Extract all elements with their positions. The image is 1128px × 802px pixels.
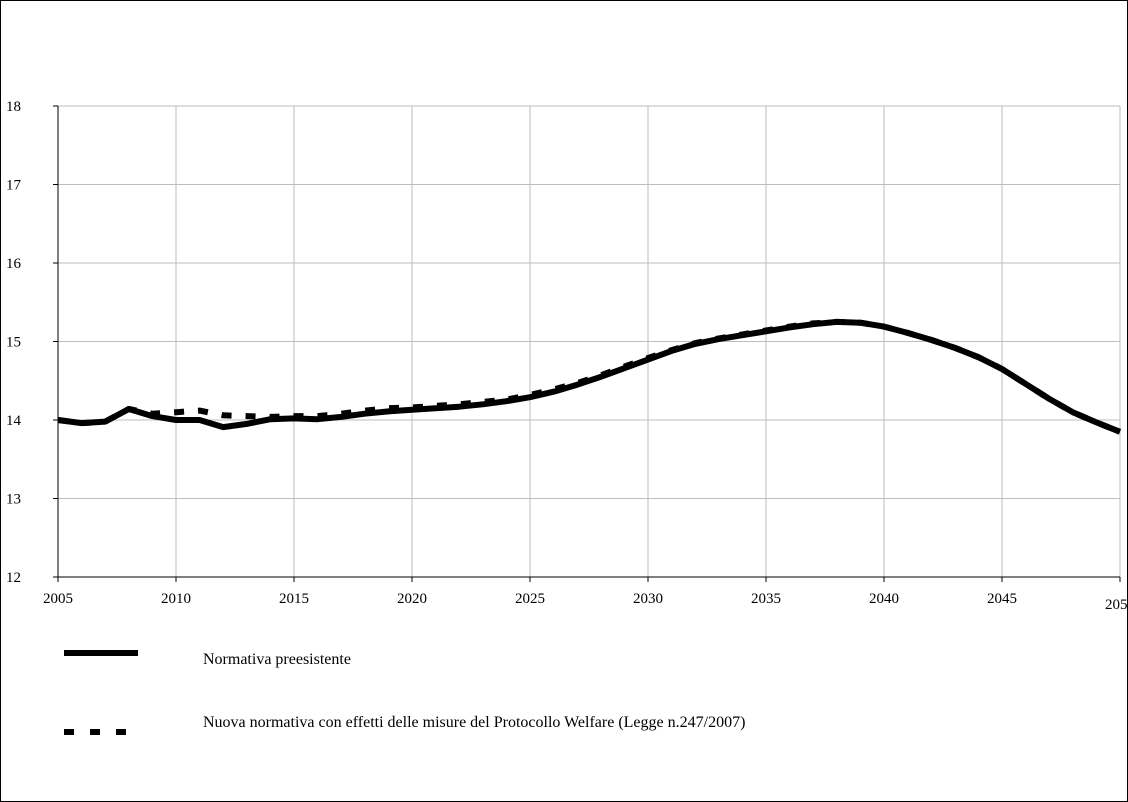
x-tick-labels: 2005 2010 2015 2020 2025 2030 2035 2040 2045 2050 [43, 591, 1128, 613]
y-tick-label: 14 [6, 413, 22, 429]
series-line-normativa-preesistente [57, 318, 1122, 435]
y-tick-label: 12 [6, 570, 21, 586]
legend-label-nuova-normativa: Nuova normativa con effetti delle misure… [203, 714, 745, 731]
legend: Normativa preesistente Nuova normativa c… [64, 650, 745, 735]
legend-label-normativa-preesistente: Normativa preesistente [203, 651, 351, 668]
legend-item-normativa-preesistente: Normativa preesistente [64, 650, 351, 668]
x-tick-label: 2030 [633, 591, 663, 607]
y-tick-label: 18 [6, 99, 21, 115]
x-tick-label: 2040 [869, 591, 899, 607]
x-tick-label: 2015 [279, 591, 309, 607]
x-tick-label: 2020 [397, 591, 427, 607]
y-tick-label: 13 [6, 492, 21, 508]
series-lines [57, 318, 1122, 435]
x-tick-label: 2005 [43, 591, 73, 607]
x-tick-label: 2025 [515, 591, 545, 607]
legend-item-nuova-normativa: Nuova normativa con effetti delle misure… [64, 714, 745, 735]
series-line-nuova-normativa [57, 318, 1122, 435]
y-tick-labels: 12 13 14 15 16 17 18 [6, 99, 22, 586]
x-tick-label: 2010 [161, 591, 191, 607]
grid-lines [58, 105, 1121, 577]
x-tick-label: 2050 [1105, 597, 1128, 613]
axes [53, 105, 1121, 582]
y-tick-label: 15 [6, 335, 21, 351]
x-tick-label: 2045 [987, 591, 1017, 607]
x-tick-label: 2035 [751, 591, 781, 607]
y-tick-label: 17 [6, 178, 22, 194]
y-tick-label: 16 [6, 256, 22, 272]
